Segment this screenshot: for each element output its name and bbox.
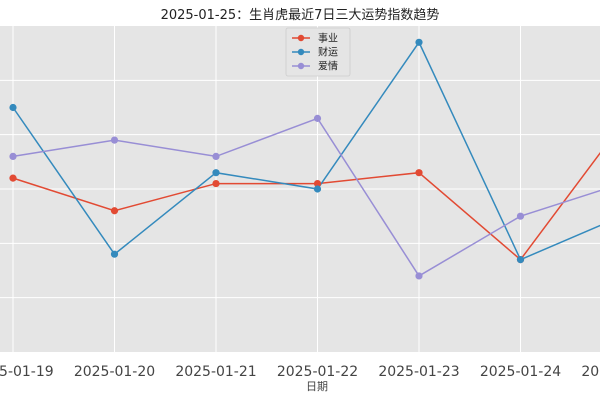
data-point	[313, 185, 322, 193]
x-tick-label: 2025-01-23	[378, 364, 459, 380]
legend-marker	[297, 34, 305, 42]
data-point	[9, 174, 17, 182]
legend-label: 事业	[318, 32, 338, 45]
x-tick-labels: 2025-01-19 2025-01-20 2025-01-21 2025-01-22…	[0, 364, 600, 380]
data-point	[415, 169, 423, 177]
series-points	[9, 38, 525, 280]
data-point	[516, 212, 525, 220]
data-point	[110, 250, 119, 258]
legend-label: 财运	[318, 46, 338, 59]
data-point	[212, 152, 220, 160]
legend-marker	[297, 62, 305, 70]
data-point	[313, 179, 322, 188]
data-point	[9, 103, 17, 112]
x-tick-label: 2025-01-24	[480, 364, 561, 380]
x-tick-label: 2025-01-19	[0, 364, 54, 380]
legend-label: 爱情	[318, 60, 338, 73]
data-point	[212, 169, 220, 177]
data-point	[415, 38, 423, 46]
x-tick-label: 2025-01-25	[581, 364, 600, 380]
chart-title: 2025-01-25：生肖虎最近7日三大运势指数趋势	[161, 7, 440, 23]
data-point	[516, 256, 525, 264]
x-tick-label: 2025-01-21	[175, 364, 256, 380]
data-point	[415, 272, 423, 280]
grid	[0, 26, 600, 352]
x-axis-label: 日期	[306, 380, 328, 393]
data-point	[212, 179, 220, 188]
x-tick-label: 2025-01-22	[277, 364, 358, 380]
data-point	[313, 114, 322, 122]
data-point	[9, 152, 17, 160]
x-tick-label: 2025-01-20	[74, 364, 155, 380]
legend-marker	[297, 48, 305, 56]
data-point	[110, 207, 119, 215]
data-point	[110, 136, 119, 144]
